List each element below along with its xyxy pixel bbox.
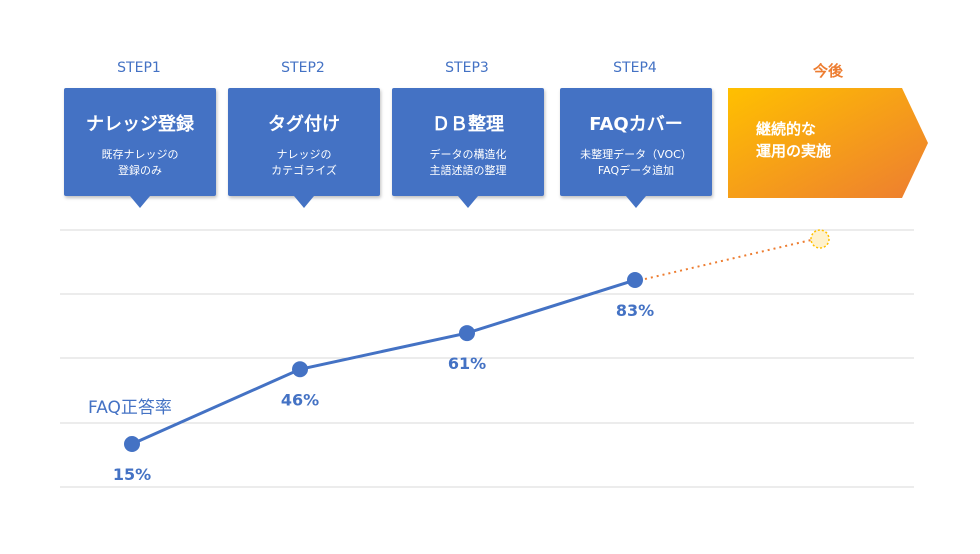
step1-label: STEP1: [117, 60, 161, 76]
data-label-step4: 83%: [616, 301, 654, 320]
step1-callout-tail: [130, 196, 150, 208]
step1-box: ナレッジ登録 既存ナレッジの 登録のみ: [64, 88, 216, 208]
step2-callout-tail: [294, 196, 314, 208]
future-text: 継続的な 運用の実施: [756, 120, 832, 160]
step3-title: ＤＢ整理: [432, 114, 504, 135]
future-label: 今後: [812, 62, 843, 80]
step3-box: ＤＢ整理 データの構造化 主語述語の整理: [392, 88, 544, 208]
series-line: [131, 278, 636, 446]
chart-gridlines: [60, 229, 914, 488]
step4-box: FAQカバー 未整理データ（VOC） FAQデータ追加: [560, 88, 712, 208]
data-point-step4: [627, 272, 643, 289]
future-arrow-box: 継続的な 運用の実施: [728, 88, 928, 198]
step2-box: タグ付け ナレッジの カテゴライズ: [228, 88, 380, 208]
data-point-step3: [459, 325, 475, 342]
projection-line: [644, 239, 812, 280]
data-label-step1: 15%: [113, 465, 151, 484]
data-label-step3: 61%: [448, 354, 486, 373]
step3-callout-tail: [458, 196, 478, 208]
step4-callout-tail: [626, 196, 646, 208]
step3-label: STEP3: [445, 60, 489, 76]
projection-point: [810, 229, 830, 249]
step2-label: STEP2: [281, 60, 325, 76]
future-arrow-shape: [728, 88, 928, 198]
data-label-step2: 46%: [281, 390, 319, 409]
step1-desc: 既存ナレッジの 登録のみ: [101, 148, 179, 177]
step4-title: FAQカバー: [589, 114, 683, 135]
step3-desc: データの構造化 主語述語の整理: [429, 148, 507, 177]
series-label: FAQ正答率: [88, 398, 172, 418]
step2-desc: ナレッジの カテゴライズ: [271, 148, 337, 177]
step2-title: タグ付け: [268, 114, 340, 135]
data-point-step2: [292, 361, 308, 378]
step1-title: ナレッジ登録: [86, 114, 194, 135]
step4-desc: 未整理データ（VOC） FAQデータ追加: [580, 148, 692, 177]
step4-label: STEP4: [613, 60, 657, 76]
data-point-step1: [124, 436, 140, 453]
